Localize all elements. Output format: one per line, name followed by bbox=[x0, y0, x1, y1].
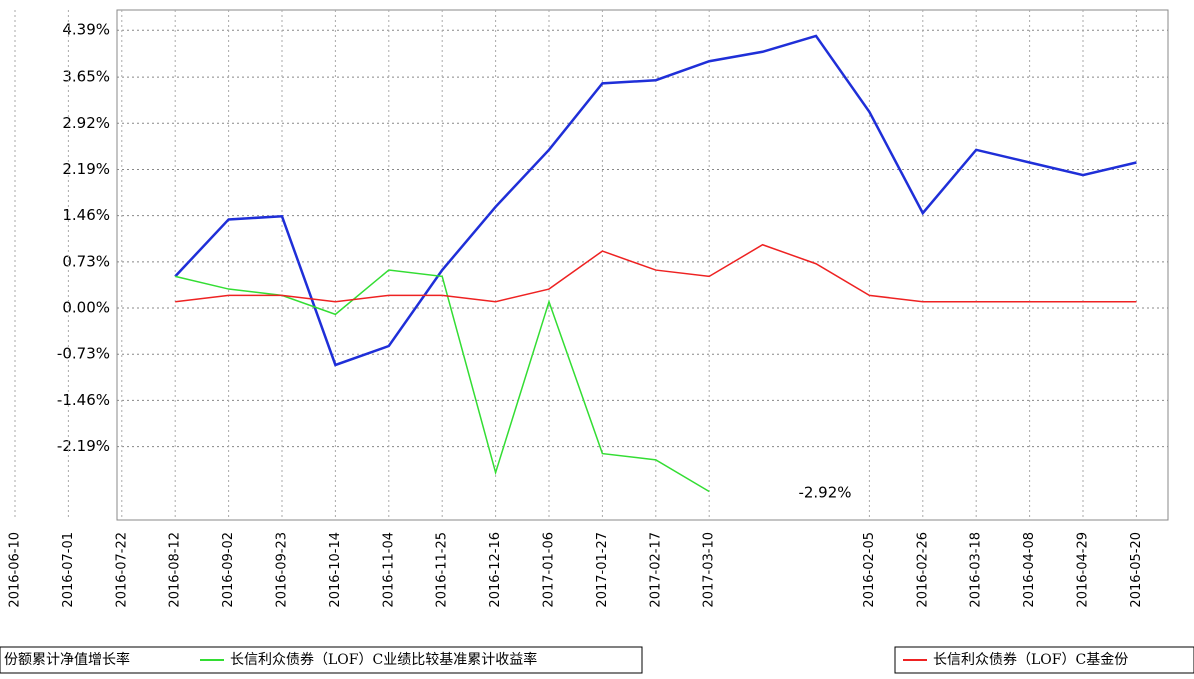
legend-label: 长信利众债券（LOF）C业绩比较基准累计收益率 bbox=[230, 651, 537, 668]
y-tick-label: 2.19% bbox=[62, 160, 110, 178]
x-tick-label: 2017-01-27 bbox=[595, 532, 610, 608]
x-tick-label: 2017-01-06 bbox=[542, 532, 557, 608]
y-tick-label: 2.92% bbox=[62, 114, 110, 132]
legend-label: 长信利众债券（LOF）C基金份 bbox=[933, 651, 1128, 668]
series-line bbox=[175, 269, 710, 493]
y-tick-label: 1.46% bbox=[62, 206, 110, 224]
x-tick-label: 2016-11-04 bbox=[381, 532, 396, 608]
x-tick-label: 2016-04-08 bbox=[1022, 532, 1037, 608]
y-tick-label: -1.46% bbox=[57, 391, 110, 409]
y-tick-label: -2.19% bbox=[57, 437, 110, 455]
x-tick-label: 2016-04-29 bbox=[1076, 532, 1091, 608]
x-tick-label: 2016-10-14 bbox=[328, 532, 343, 608]
x-tick-label: 2016-03-18 bbox=[969, 532, 984, 608]
x-tick-label: 2016-09-02 bbox=[221, 532, 236, 608]
annotation: -2.92% bbox=[798, 484, 851, 502]
x-tick-label: 2016-02-05 bbox=[862, 532, 877, 608]
legend-label: 份额累计净值增长率 bbox=[4, 651, 130, 668]
series-line bbox=[174, 34, 1137, 367]
x-tick-label: 2016-07-22 bbox=[114, 532, 129, 608]
series-line bbox=[175, 243, 1137, 303]
x-tick-label: 2016-08-12 bbox=[168, 532, 183, 608]
y-tick-label: 0.73% bbox=[62, 252, 110, 270]
x-tick-label: 2016-05-20 bbox=[1129, 532, 1144, 608]
legend-box bbox=[894, 646, 1194, 674]
legend-box bbox=[0, 646, 643, 674]
x-tick-label: 2016-07-01 bbox=[61, 532, 76, 608]
x-tick-label: 2017-03-10 bbox=[702, 532, 717, 608]
x-tick-label: 2016-12-16 bbox=[488, 532, 503, 608]
y-tick-label: 3.65% bbox=[62, 68, 110, 86]
y-tick-label: 4.39% bbox=[62, 21, 110, 39]
x-tick-label: 2016-11-25 bbox=[435, 532, 450, 608]
x-tick-label: 2016-09-23 bbox=[275, 532, 290, 608]
x-tick-label: 2016-02-26 bbox=[915, 532, 930, 608]
plot-frame bbox=[116, 9, 1169, 521]
x-tick-label: 2017-02-17 bbox=[648, 532, 663, 608]
y-tick-label: 0.00% bbox=[62, 299, 110, 317]
y-tick-label: -0.73% bbox=[57, 345, 110, 363]
x-tick-label: 2016-06-10 bbox=[8, 532, 23, 608]
